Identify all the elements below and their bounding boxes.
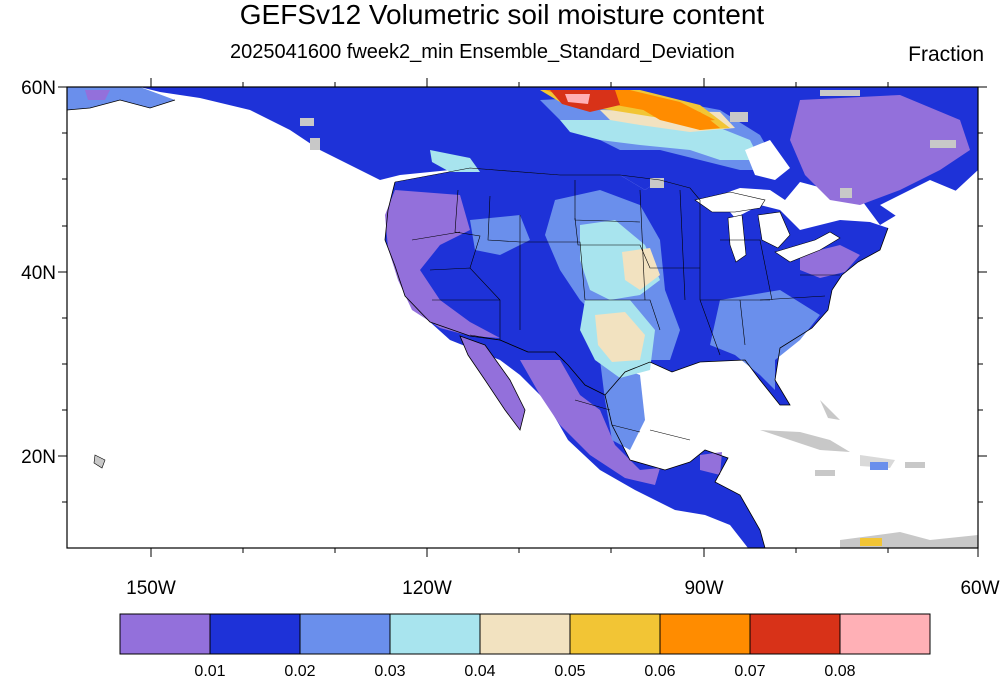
map-title: GEFSv12 Volumetric soil moisture content [239, 0, 765, 30]
colorbar-label: 0.05 [554, 663, 585, 680]
missing-patch [730, 112, 748, 122]
map-subtitle: 2025041600 fweek2_min Ensemble_Standard_… [230, 41, 735, 63]
colorbar-label: 0.08 [824, 663, 855, 680]
purple-ne-canada [790, 95, 970, 205]
gulf-st-lawrence [880, 180, 978, 222]
lake-erie-ontario [774, 231, 841, 263]
lat-label-20n: 20N [21, 447, 56, 468]
lon-label-90w: 90W [684, 578, 723, 599]
hispaniola-data [870, 462, 888, 470]
great-lakes [694, 191, 766, 213]
missing-patch [840, 188, 852, 198]
lat-label-60n: 60N [21, 78, 56, 99]
colorbar-box [569, 613, 661, 655]
colorbar-label: 0.03 [374, 663, 405, 680]
missing-patch [300, 118, 314, 126]
baja-peninsula [460, 336, 525, 430]
coastlines [67, 99, 889, 548]
colorbar-box [839, 613, 931, 655]
lon-label-120w: 120W [402, 578, 452, 599]
colorbar: 0.01 0.02 0.03 0.04 0.05 0.06 0.07 0.08 [119, 613, 931, 680]
cream-kansas [622, 248, 660, 290]
cuba [760, 430, 850, 452]
bahamas [820, 400, 840, 420]
lake-michigan [727, 214, 747, 263]
blue-rockies [470, 215, 530, 255]
missing-patch [650, 178, 664, 188]
hawaii [93, 454, 106, 469]
colorbar-label: 0.06 [644, 663, 675, 680]
puerto-rico [905, 462, 925, 468]
colorbar-box [119, 613, 211, 655]
colorbar-box [209, 613, 301, 655]
colorbar-box [299, 613, 391, 655]
lake-huron [757, 211, 791, 249]
colorbar-label: 0.07 [734, 663, 765, 680]
colorbar-box [389, 613, 481, 655]
purple-appalachia [800, 245, 860, 278]
lon-label-60w: 60W [960, 578, 999, 599]
purple-mexico [520, 360, 660, 485]
units-label: Fraction [908, 43, 984, 66]
blue-gulf-coast [600, 360, 645, 450]
colorbar-box [479, 613, 571, 655]
purple-yucatan [700, 452, 722, 475]
colorbar-label: 0.02 [284, 663, 315, 680]
axis-ticks [58, 78, 987, 557]
orange-se-band [640, 108, 720, 130]
purple-west-coast [385, 190, 500, 338]
colorbar-box [659, 613, 751, 655]
jamaica [815, 470, 835, 476]
colorbar-box [749, 613, 841, 655]
missing-patch [820, 90, 860, 96]
cream-texas [595, 312, 645, 362]
colorbar-label: 0.01 [194, 663, 225, 680]
purple-alaska [85, 90, 110, 100]
colorbar-label: 0.04 [464, 663, 495, 680]
cyan-nw-canada [430, 150, 480, 172]
missing-patch [930, 140, 956, 148]
lat-label-40n: 40N [21, 263, 56, 284]
hudson-james-bay [745, 140, 790, 180]
map-canvas [67, 87, 978, 548]
lon-label-150w: 150W [126, 578, 176, 599]
venezuela-data [860, 538, 882, 546]
canada-land [140, 87, 978, 225]
blue-southeast [710, 290, 820, 390]
state-boundaries [394, 167, 840, 441]
missing-patch [310, 138, 320, 150]
pink-canada [565, 94, 590, 104]
